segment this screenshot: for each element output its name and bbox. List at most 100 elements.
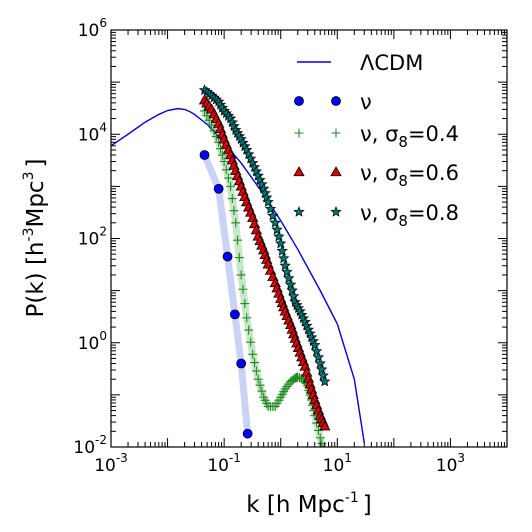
y-axis-title-tail: ] (23, 159, 49, 168)
data-point (259, 187, 271, 198)
series-band-2 (201, 107, 327, 447)
y-axis-title-mid: Mpc (23, 180, 49, 227)
series-markers-4 (198, 84, 331, 387)
data-point (275, 237, 287, 249)
legend-swatch-marker (293, 206, 305, 217)
data-point (276, 245, 288, 256)
legend-entry-3: ν, σ8=0.6 (293, 161, 459, 190)
legend-label: ΛCDM (360, 51, 423, 75)
data-point (215, 144, 225, 154)
data-point (221, 165, 231, 175)
x-tick-label-base: 10 (436, 456, 458, 476)
y-tick-label-exp: 4 (99, 120, 107, 134)
y-tick-label: 104 (78, 120, 107, 145)
x-axis-title: k [h Mpc-1] (246, 490, 372, 518)
data-point (312, 351, 325, 363)
data-point (279, 259, 291, 271)
legend-label: ν (360, 90, 372, 114)
y-axis-title: P(k) [h-3Mpc3] (21, 159, 49, 318)
data-point (242, 428, 253, 439)
x-tick-label-exp: 1 (344, 451, 352, 465)
series-markers-3 (198, 94, 331, 431)
data-point (278, 252, 290, 264)
legend-label: ν, σ8=0.8 (360, 201, 459, 230)
y-tick-label-exp: 6 (99, 16, 107, 30)
data-point (262, 196, 274, 207)
x-tick-label-exp: -3 (116, 451, 128, 465)
data-point (219, 157, 229, 167)
data-point (313, 425, 323, 435)
data-point (257, 386, 267, 396)
data-point (242, 313, 252, 323)
data-point (317, 369, 329, 381)
data-point (285, 278, 297, 290)
legend-swatch-marker (330, 166, 342, 177)
data-point (236, 270, 246, 280)
series-markers-1 (199, 150, 253, 439)
data-point (244, 325, 254, 335)
data-point (227, 194, 237, 204)
x-tick-label-base: 10 (207, 456, 229, 476)
legend-label-main: ν (360, 90, 372, 114)
data-point (199, 150, 210, 160)
legend-label-tail: =0.6 (408, 161, 459, 185)
x-tick-label: 101 (323, 451, 352, 476)
legend-label: ν, σ8=0.4 (360, 122, 459, 151)
data-point (288, 290, 300, 302)
y-axis-title-sup2: 3 (21, 172, 37, 181)
data-point (314, 357, 326, 369)
series-line-lcdm (111, 107, 365, 443)
x-tick-label: 103 (436, 451, 465, 476)
data-point (256, 178, 268, 190)
data-point (261, 191, 273, 203)
data-point (322, 444, 324, 447)
x-axis-title-main: k [h Mpc (246, 492, 345, 518)
legend-entry-1: ν (294, 90, 372, 114)
x-tick-label-exp: -1 (229, 451, 241, 465)
legend-label-tail: =0.8 (408, 201, 459, 225)
data-point (310, 345, 323, 357)
data-point (252, 169, 264, 181)
data-point (236, 358, 247, 369)
x-tick-label-exp: 3 (457, 451, 465, 465)
legend-label-sub: 8 (398, 172, 408, 190)
data-point (253, 374, 263, 384)
data-point (254, 174, 266, 185)
y-tick-label: 100 (78, 329, 107, 354)
data-point (229, 206, 239, 216)
data-point (226, 181, 236, 191)
legend-swatch-marker (330, 206, 342, 217)
x-tick-label-base: 10 (323, 456, 345, 476)
data-point (271, 223, 283, 235)
data-point (238, 284, 248, 294)
data-point (283, 272, 295, 284)
data-point (286, 284, 298, 296)
y-tick-label-exp: 0 (99, 329, 107, 343)
legend-label-tail: =0.4 (408, 122, 459, 146)
data-point (251, 366, 261, 376)
data-point (255, 380, 265, 390)
data-point (269, 216, 281, 228)
legend-swatch-marker (294, 128, 304, 138)
data-point (217, 150, 227, 160)
data-point (213, 183, 224, 194)
legend-swatch-marker (293, 166, 305, 177)
y-tick-label: 106 (78, 16, 107, 41)
data-point (241, 144, 253, 155)
legend-entry-0: ΛCDM (297, 51, 423, 75)
data-point (273, 230, 285, 242)
legend-swatch-marker (331, 128, 341, 138)
legend-label-main: ΛCDM (360, 51, 423, 75)
y-tick-label-base: 10 (73, 438, 95, 458)
data-point (240, 299, 250, 309)
data-point (234, 253, 244, 263)
data-point (243, 148, 255, 160)
x-axis-title-sup: -1 (345, 490, 359, 506)
data-point (223, 173, 233, 183)
y-tick-label-base: 10 (78, 230, 100, 250)
legend-swatch-marker (294, 96, 304, 106)
legend-entry-2: ν, σ8=0.4 (294, 122, 459, 151)
data-point (319, 420, 331, 431)
x-tick-label-base: 10 (94, 456, 116, 476)
